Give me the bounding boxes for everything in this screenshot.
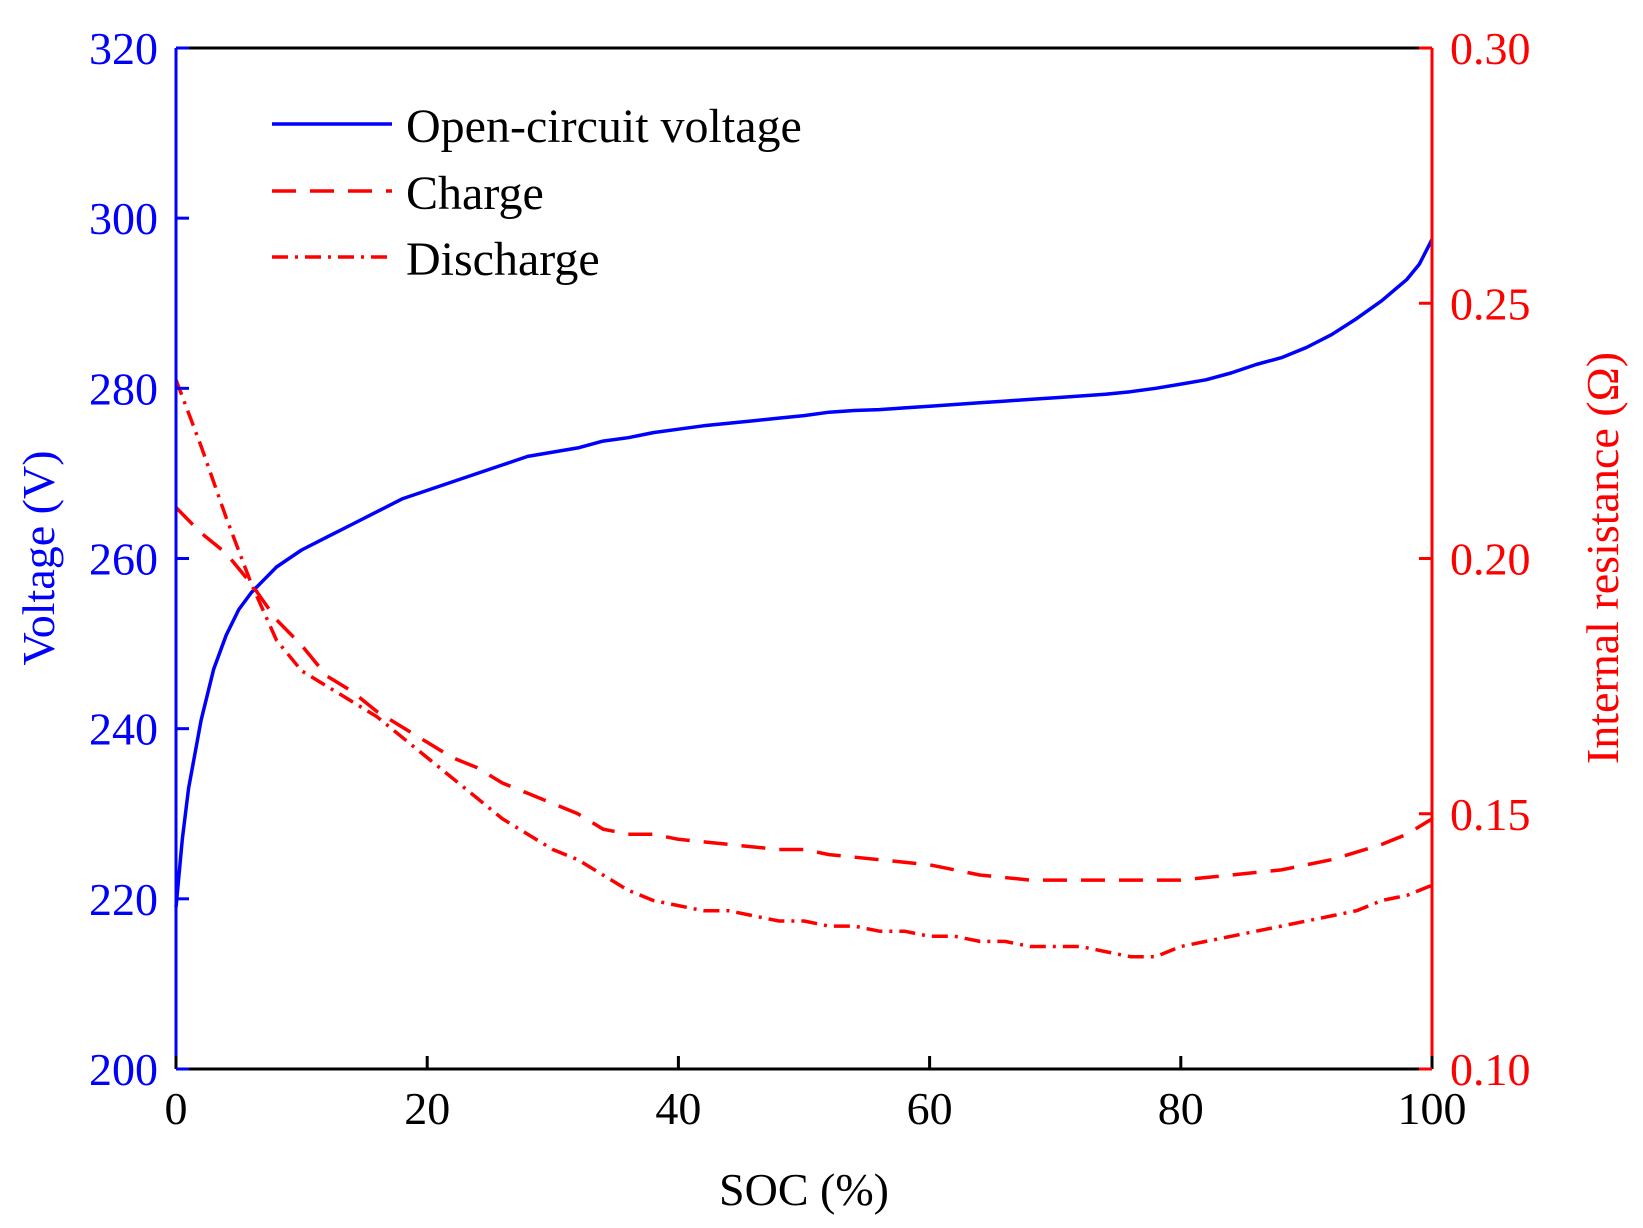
series-line-charge — [174, 506, 1433, 882]
x-axis-title: SOC (%) — [719, 1164, 889, 1215]
left-y-tick-label: 320 — [89, 23, 158, 74]
x-tick-label: 60 — [907, 1083, 953, 1134]
legend-label-charge: Charge — [406, 167, 544, 220]
right-y-axis-title: Internal resistance (Ω) — [1577, 352, 1628, 764]
legend: Open-circuit voltage Charge Discharge — [272, 100, 802, 286]
left-y-tick-label: 240 — [89, 704, 158, 755]
legend-label-discharge: Discharge — [406, 233, 600, 286]
right-y-tick-label: 0.15 — [1450, 789, 1531, 840]
ticks-layer: 0 20 40 60 80 100 200 220 240 260 280 300 320 0.10 0.1… — [89, 23, 1531, 1134]
series-layer — [174, 238, 1434, 959]
left-y-axis-title: Voltage (V) — [13, 450, 64, 665]
right-y-tick-label: 0.25 — [1450, 278, 1531, 329]
series-line-discharge — [174, 379, 1433, 959]
legend-label-ocv: Open-circuit voltage — [406, 100, 802, 153]
left-y-tick-label: 300 — [89, 193, 158, 244]
right-y-tick-label: 0.10 — [1450, 1044, 1531, 1095]
left-y-tick-label: 280 — [89, 363, 158, 414]
x-tick-label: 0 — [165, 1083, 188, 1134]
left-y-tick-label: 200 — [89, 1044, 158, 1095]
x-tick-label: 80 — [1158, 1083, 1204, 1134]
x-tick-label: 100 — [1398, 1083, 1467, 1134]
left-y-tick-label: 260 — [89, 534, 158, 585]
series-line-open-circuit-voltage — [174, 238, 1434, 908]
x-tick-label: 40 — [655, 1083, 701, 1134]
left-y-tick-label: 220 — [89, 874, 158, 925]
right-y-tick-label: 0.20 — [1450, 534, 1531, 585]
x-tick-label: 20 — [404, 1083, 450, 1134]
right-y-tick-label: 0.30 — [1450, 23, 1531, 74]
